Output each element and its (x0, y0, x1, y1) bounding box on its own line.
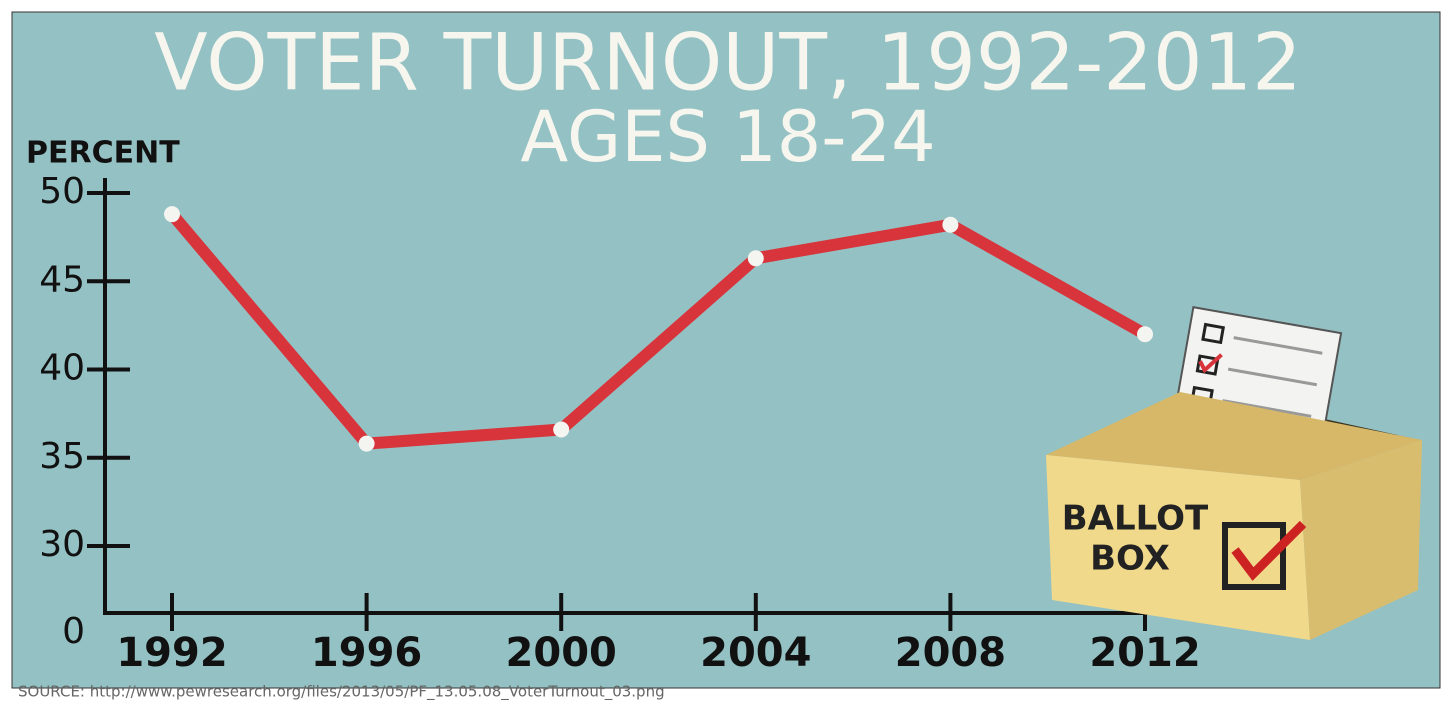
y-tick-label: 30 (39, 524, 85, 565)
ballot-label: BALLOT (1062, 499, 1209, 539)
y-tick-label: 45 (39, 259, 85, 300)
data-point (358, 435, 375, 452)
box-lid (1046, 392, 1422, 480)
box-front (1046, 455, 1310, 640)
source-note: SOURCE: http://www.pewresearch.org/files… (18, 683, 665, 702)
y-tick-label: 40 (39, 348, 85, 389)
chart-subtitle: AGES 18-24 (520, 96, 935, 178)
x-tick-label: 2000 (506, 630, 617, 676)
box-side (1300, 440, 1422, 640)
x-tick-label: 2012 (1089, 630, 1200, 676)
data-point (553, 421, 570, 438)
y-axis-label: PERCENT (26, 136, 180, 171)
data-point (747, 250, 764, 267)
ballot-label: BOX (1090, 539, 1170, 579)
x-tick-label: 1992 (116, 630, 227, 676)
x-tick-label: 2008 (895, 630, 1006, 676)
chart-title: VOTER TURNOUT, 1992-2012 (154, 18, 1301, 108)
x-tick-label: 2004 (700, 630, 811, 676)
data-point (164, 206, 180, 223)
box-check (1231, 520, 1307, 581)
y-tick-label: 35 (39, 436, 85, 477)
data-point (942, 216, 959, 233)
data-point (1137, 326, 1153, 343)
ballot-box: BALLOT BOX (1046, 306, 1422, 640)
data-line (167, 210, 1148, 450)
x-tick-label: 1996 (311, 630, 422, 676)
y-tick-label: 0 (62, 611, 85, 652)
box-checkbox (1222, 522, 1286, 590)
y-tick-label: 50 (39, 171, 85, 212)
